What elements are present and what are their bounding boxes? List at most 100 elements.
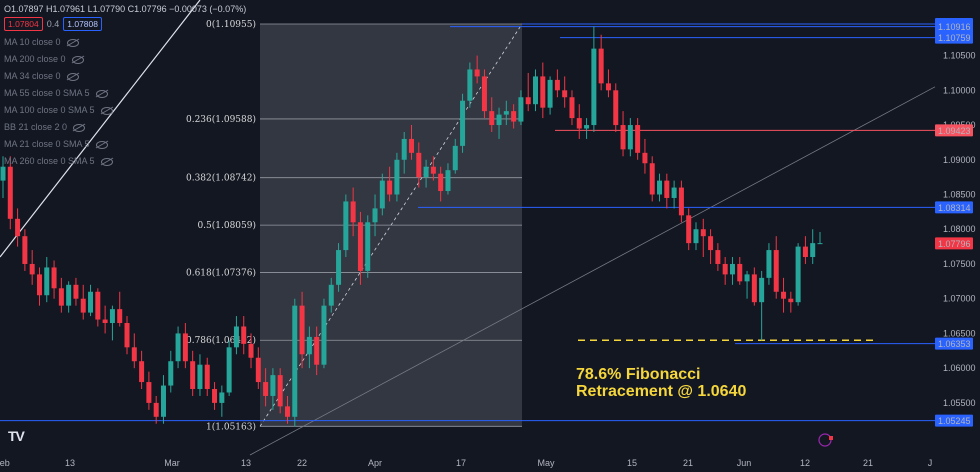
x-tick-label: 13 (241, 458, 251, 468)
candle-body (489, 111, 495, 126)
candle-body (226, 347, 232, 393)
candle-body (533, 76, 539, 105)
candle-body (802, 246, 808, 258)
fib-level-label: 0.786(1.06402) (186, 335, 256, 346)
fib-level-label: 0.382(1.08742) (186, 173, 256, 184)
candle-body (22, 236, 28, 264)
spread-value: 0.4 (46, 19, 60, 29)
candle-body (452, 145, 458, 171)
price-tag (935, 201, 973, 214)
candle-body (525, 97, 531, 105)
candle-body (569, 97, 575, 119)
candle-body (518, 97, 524, 122)
y-tick-label: 1.10000 (943, 85, 976, 95)
eye-crossed-icon[interactable] (95, 89, 108, 98)
candle-body (306, 336, 312, 355)
indicator-item[interactable]: MA 200 close 0 (4, 54, 246, 65)
price-tag (935, 31, 973, 44)
indicator-item[interactable]: MA 260 close 0 SMA 5 (4, 156, 246, 167)
indicator-item[interactable]: BB 21 close 2 0 (4, 122, 246, 133)
candle-body (430, 166, 436, 174)
candle-body (365, 222, 371, 271)
candle-body (29, 263, 35, 275)
price-tag (935, 237, 973, 250)
indicator-item[interactable]: MA 10 close 0 (4, 37, 246, 48)
price-tag-label: 1.10759 (938, 33, 971, 43)
y-tick-label: 1.05500 (943, 398, 976, 408)
candle-body (584, 125, 590, 129)
eye-crossed-icon[interactable] (95, 140, 108, 149)
candle-body (481, 76, 487, 112)
candle-body (708, 236, 714, 251)
trend-line (0, 0, 201, 258)
candle-body (190, 361, 196, 390)
candle-body (773, 250, 779, 292)
x-tick-label: Apr (368, 458, 382, 468)
price-axis[interactable] (935, 0, 980, 472)
y-tick-label: 1.09000 (943, 155, 976, 165)
x-tick-label: 21 (683, 458, 693, 468)
indicator-label: MA 100 close 0 SMA 5 (4, 105, 95, 115)
y-tick-label: 1.07500 (943, 259, 976, 269)
x-tick-label: Feb (0, 458, 10, 468)
y-tick-label: 1.08500 (943, 190, 976, 200)
annotation-line2: Retracement @ 1.0640 (576, 383, 746, 400)
buy-price-box[interactable]: 1.07808 (63, 17, 102, 31)
x-tick-label: 15 (627, 458, 637, 468)
candle-body (722, 263, 728, 275)
x-tick-label: 13 (65, 458, 75, 468)
candle-body (686, 215, 692, 244)
candle-body (15, 218, 21, 237)
candle-body (255, 357, 261, 383)
candle-body (467, 69, 473, 101)
price-tag (935, 124, 973, 137)
indicator-label: BB 21 close 2 0 (4, 122, 68, 132)
candle-body (168, 361, 174, 386)
eye-crossed-icon[interactable] (66, 72, 79, 81)
eye-crossed-icon[interactable] (73, 123, 86, 132)
indicator-item[interactable]: MA 21 close 0 SMA 5 (4, 139, 246, 150)
indicator-item[interactable]: MA 34 close 0 (4, 71, 246, 82)
candle-body (321, 305, 327, 365)
candle-body (124, 323, 130, 348)
candle-body (160, 385, 166, 417)
candle-body (66, 284, 72, 306)
time-axis[interactable] (0, 455, 980, 472)
candle-body (219, 392, 225, 403)
fib-level-label: 1(1.05163) (206, 421, 256, 432)
candle-body (562, 90, 568, 98)
candle-body (627, 125, 633, 150)
candle-body (642, 152, 648, 164)
candle-body (233, 326, 239, 348)
candle-body (175, 333, 181, 362)
candle-body (737, 263, 743, 282)
candle-body (248, 343, 254, 358)
candle-body (788, 298, 794, 303)
candle-body (241, 326, 247, 344)
eye-crossed-icon[interactable] (66, 38, 79, 47)
indicator-label: MA 10 close 0 (4, 37, 61, 47)
indicator-item[interactable]: MA 55 close 0 SMA 5 (4, 88, 246, 99)
eye-crossed-icon[interactable] (71, 55, 84, 64)
candle-body (671, 187, 677, 198)
candle-body (292, 305, 298, 417)
candle-body (401, 138, 407, 160)
price-tag (935, 414, 973, 427)
price-tag (935, 20, 973, 33)
y-tick-label: 1.06000 (943, 363, 976, 373)
eye-crossed-icon[interactable] (100, 157, 113, 166)
price-tag-label: 1.09423 (938, 126, 971, 136)
candle-body (197, 364, 203, 390)
candle-body (554, 79, 560, 91)
candle-body (744, 274, 750, 282)
candle-body (635, 125, 641, 153)
x-tick-label: 22 (297, 458, 307, 468)
sell-price-box[interactable]: 1.07804 (4, 17, 43, 31)
eye-crossed-icon[interactable] (100, 106, 113, 115)
candle-body (139, 361, 145, 383)
indicator-item[interactable]: MA 100 close 0 SMA 5 (4, 105, 246, 116)
candle-body (372, 208, 378, 223)
price-tag-label: 1.08314 (938, 203, 971, 213)
candle-body (51, 267, 57, 289)
